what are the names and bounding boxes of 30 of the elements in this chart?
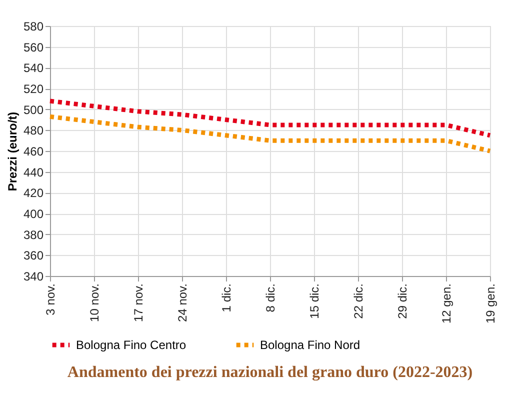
y-tick-label: 520: [23, 82, 44, 96]
x-tick-label: 22 dic.: [352, 284, 366, 319]
y-axis-title: Prezzi (euro/t): [5, 112, 20, 192]
y-tick-label: 400: [23, 207, 44, 221]
x-tick-label: 24 nov.: [176, 284, 190, 322]
x-tick-label: 17 nov.: [132, 284, 146, 322]
x-tick-label: 10 nov.: [88, 284, 102, 322]
y-tick-label: 500: [23, 102, 44, 117]
y-tick-label: 540: [23, 61, 44, 76]
legend-label: Bologna Fino Nord: [260, 338, 360, 352]
x-tick-label: 15 dic.: [308, 284, 322, 319]
y-tick-label: 340: [23, 270, 44, 284]
x-tick-label: 3 nov.: [44, 284, 58, 316]
y-tick-label: 420: [23, 186, 44, 200]
legend-label: Bologna Fino Centro: [76, 338, 186, 352]
y-tick-label: 380: [23, 228, 44, 242]
x-tick-label: 29 dic.: [396, 284, 410, 319]
line-series: [48, 114, 492, 154]
y-tick-label: 440: [23, 165, 44, 180]
line-series: [48, 98, 492, 138]
y-tick-label: 580: [23, 20, 44, 34]
y-tick-label: 360: [23, 248, 44, 263]
x-tick-label: 8 dic.: [264, 284, 278, 312]
y-tick-label: 480: [23, 124, 44, 138]
y-tick-label: 560: [23, 40, 44, 54]
x-tick-label: 12 gen.: [440, 284, 454, 324]
text: Andamento dei prezzi nazionali del grano duro (2022-2023): [67, 364, 473, 381]
y-tick-label: 460: [23, 144, 44, 158]
x-tick-label: 19 gen.: [484, 284, 498, 324]
x-tick-label: 1 dic.: [220, 284, 234, 312]
